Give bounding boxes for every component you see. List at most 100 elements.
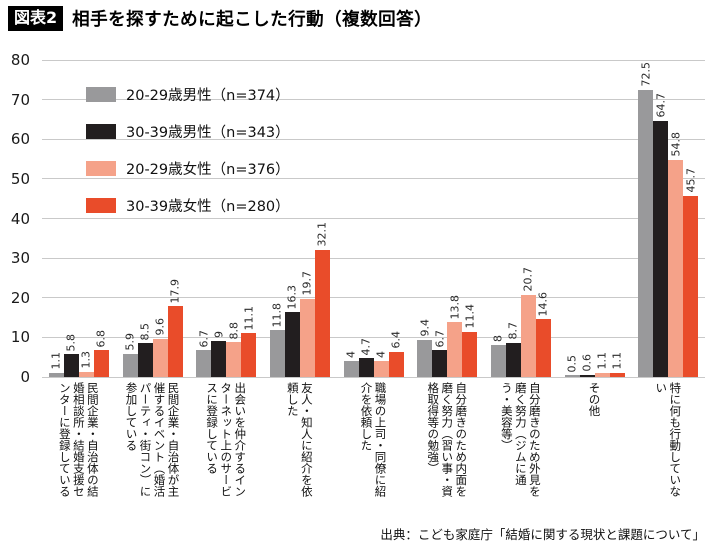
bar-value-label: 11.8 [270, 302, 284, 328]
bar-value-label: 0.6 [580, 354, 594, 372]
bar-value-label: 6.4 [389, 331, 403, 349]
legend-swatch [86, 160, 116, 176]
bar-value-label: 19.7 [300, 271, 314, 296]
bar-value-label: 9.4 [418, 319, 432, 337]
gridline [42, 257, 705, 259]
bar-value-label: 64.7 [654, 93, 668, 118]
bar: 11.8 [269, 303, 285, 377]
ytick-label: 0 [20, 368, 30, 386]
plot-area: 1.1 5.8 1.3 6.8 5.9 8.5 9.6 17.9 6.7 9 8.8 11.1 11.8… [42, 59, 705, 378]
bar: 13.8 [447, 295, 463, 377]
bars-layer: 1.1 5.8 1.3 6.8 5.9 8.5 9.6 17.9 6.7 9 8.8 11.1 11.8… [42, 60, 705, 377]
title-badge: 図表2 [8, 6, 64, 31]
bar-value-label: 1.1 [610, 352, 624, 370]
bar-group: 4 4.7 4 6.4 [337, 331, 411, 377]
bar-group: 1.1 5.8 1.3 6.8 [42, 330, 116, 377]
bar-value-label: 6.7 [433, 329, 447, 348]
bar-value-label: 4.7 [359, 337, 373, 356]
legend-label: 20-29歳男性（n=374） [126, 87, 290, 104]
bar-value-label: 8.7 [506, 322, 520, 340]
gridline [42, 138, 705, 140]
bar-value-label: 8 [491, 335, 505, 343]
legend-label: 30-39歳男性（n=343） [126, 124, 290, 141]
legend-swatch [86, 197, 116, 213]
category-label: 自分磨きのため内面を磨く努力（習い事・資格取得等の勉強） [426, 382, 469, 497]
bar: 0.5 [564, 355, 580, 377]
gridline [42, 218, 705, 219]
bar: 11.4 [462, 304, 478, 377]
bar: 1.3 [78, 351, 94, 377]
ytick-label: 40 [10, 209, 30, 228]
ytick-label: 10 [10, 328, 30, 347]
bar: 4 [373, 351, 389, 377]
bar: 6.8 [93, 330, 109, 377]
ytick-label: 30 [10, 249, 30, 268]
bar: 1.1 [609, 352, 625, 377]
bar-value-label: 54.8 [669, 132, 683, 157]
legend-item: 20-29歳女性（n=376） [86, 160, 290, 178]
x-axis-labels: 民間企業・自治体の結婚相談所・結婚支援センターに登録している 民間企業・自治体が主… [42, 382, 705, 532]
category-label: 特に何も行動していない [654, 382, 683, 497]
bar-value-label: 32.1 [315, 222, 329, 247]
bar: 54.8 [668, 132, 684, 377]
bar: 6.7 [432, 330, 448, 377]
bar-value-label: 1.3 [79, 351, 93, 369]
legend: 20-29歳男性（n=374） 30-39歳男性（n=343） 20-29歳女性（n… [86, 86, 290, 234]
bar: 8 [490, 335, 506, 377]
category-label-cell: 自分磨きのため外見を磨く努力（ジムに通う・美容等） [484, 382, 558, 532]
bar: 1.1 [48, 352, 64, 377]
ytick-label: 70 [10, 90, 30, 109]
bar: 8.7 [505, 322, 521, 377]
bar-value-label: 4 [344, 351, 358, 359]
gridline [42, 376, 705, 378]
bar: 8.8 [226, 322, 242, 377]
bar-value-label: 1.1 [595, 352, 609, 370]
category-label-cell: 友人・知人に紹介を依頼した [263, 382, 337, 532]
category-label: 友人・知人に紹介を依頼した [285, 382, 314, 497]
title-row: 図表2 相手を探すために起こした行動（複数回答） [8, 6, 432, 31]
gridline [42, 99, 705, 101]
source-note: 出典：こども家庭庁「結婚に関する現状と課題について」 [380, 527, 705, 542]
category-label-cell: 特に何も行動していない [631, 382, 705, 532]
bar-group: 11.8 16.3 19.7 32.1 [263, 222, 337, 377]
ytick-label: 20 [10, 288, 30, 307]
bar: 8.5 [137, 323, 153, 377]
legend-item: 20-29歳男性（n=374） [86, 86, 290, 104]
bar: 0.6 [579, 354, 595, 377]
bar-value-label: 16.3 [285, 284, 299, 310]
bar: 17.9 [167, 279, 183, 377]
ytick-label: 60 [10, 130, 30, 149]
bar: 20.7 [520, 267, 536, 377]
bar-value-label: 1.1 [49, 352, 63, 370]
legend-item: 30-39歳男性（n=343） [86, 123, 290, 141]
bar: 11.1 [241, 306, 257, 377]
bar: 6.4 [388, 331, 404, 377]
bar: 32.1 [314, 222, 330, 377]
bar-group: 72.5 64.7 54.8 45.7 [631, 62, 705, 377]
bar-value-label: 11.4 [463, 304, 477, 329]
bar: 45.7 [683, 168, 699, 377]
category-label: 職場の上司・同僚に紹介を依頼した [359, 382, 388, 497]
bar: 72.5 [638, 62, 654, 377]
bar-group: 8 8.7 20.7 14.6 [484, 267, 558, 377]
category-label-cell: 自分磨きのため内面を磨く努力（習い事・資格取得等の勉強） [410, 382, 484, 532]
bar: 5.8 [63, 334, 79, 377]
category-label-cell: 出会いを仲介するインターネット上のサービスに登録している [189, 382, 263, 532]
bar: 6.7 [196, 330, 212, 377]
legend-swatch [86, 123, 116, 139]
bar-group: 6.7 9 8.8 11.1 [189, 306, 263, 377]
bar-value-label: 6.8 [94, 329, 108, 348]
bar: 9.6 [152, 318, 168, 377]
category-label-cell: 職場の上司・同僚に紹介を依頼した [337, 382, 411, 532]
ytick-label: 80 [10, 51, 30, 69]
bar: 9 [211, 331, 227, 377]
bar-value-label: 6.7 [197, 329, 211, 348]
bar: 16.3 [284, 285, 300, 377]
bar: 14.6 [535, 292, 551, 377]
bar-value-label: 0.5 [565, 354, 579, 373]
page-title: 相手を探すために起こした行動（複数回答） [72, 10, 433, 30]
bar-value-label: 13.8 [448, 294, 462, 320]
bar: 64.7 [653, 93, 669, 377]
bar-value-label: 4 [374, 351, 388, 359]
